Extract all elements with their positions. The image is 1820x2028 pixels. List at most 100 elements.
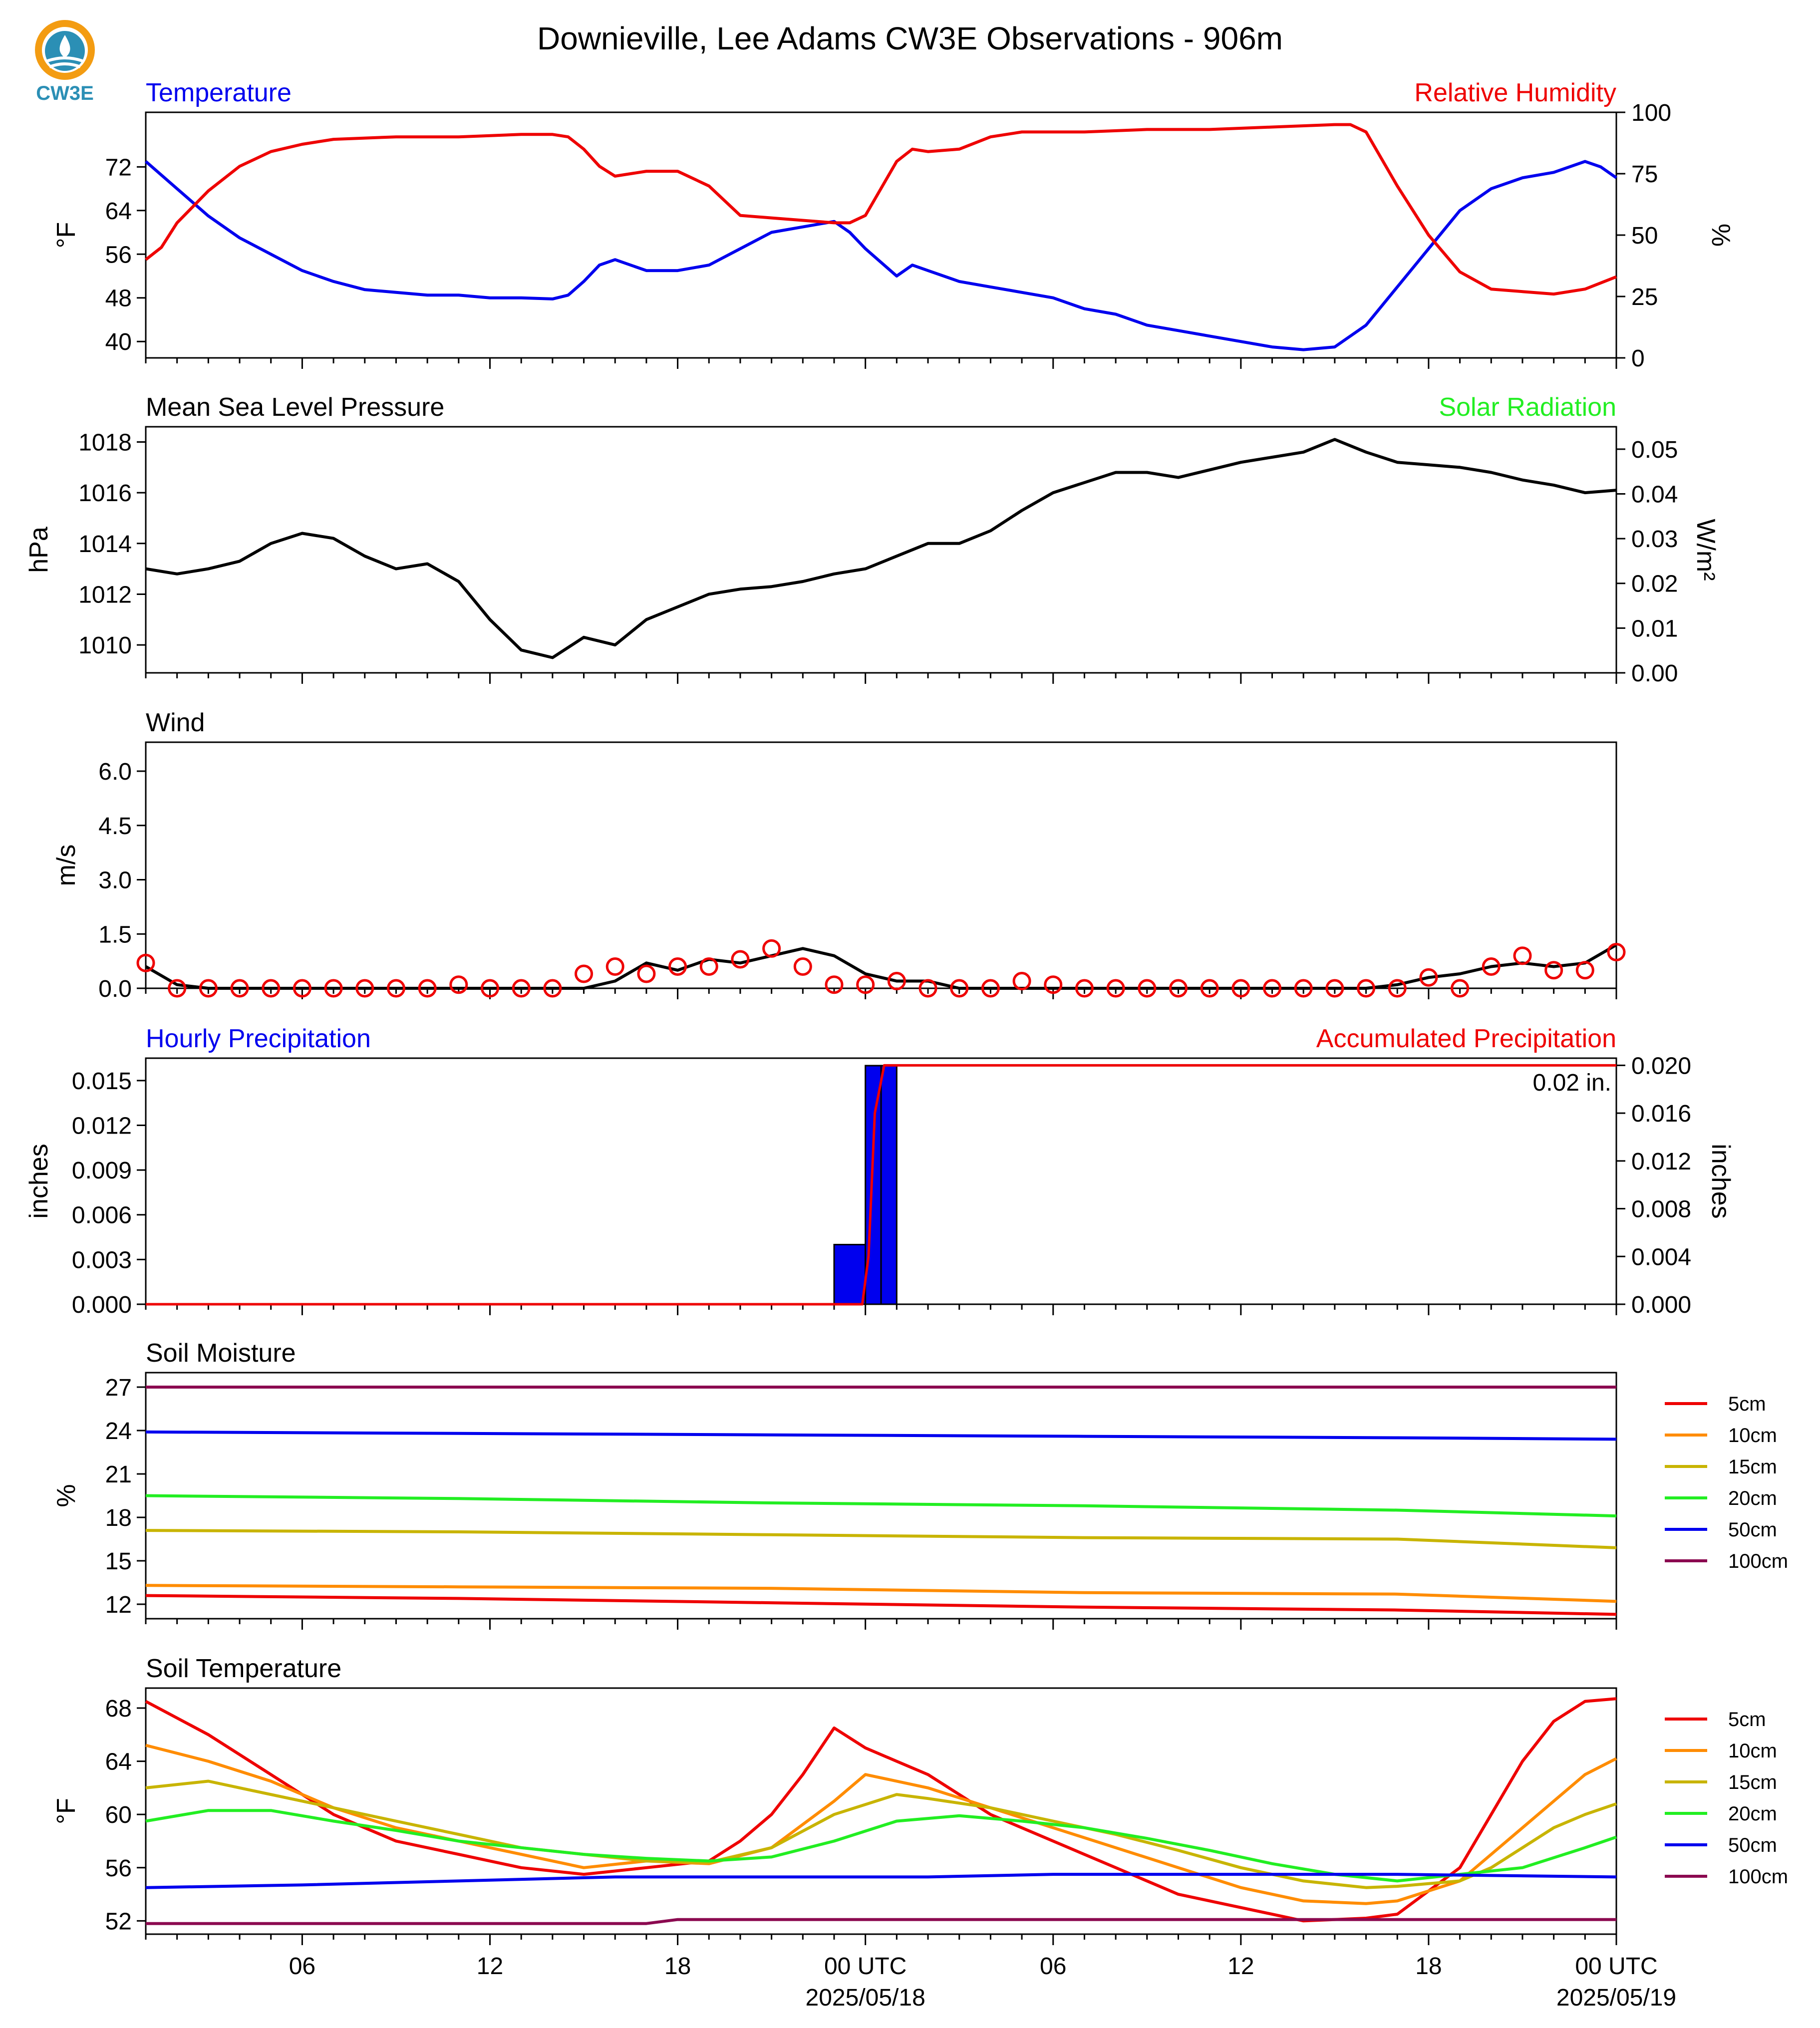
panel-5: Soil Moisture 12 15 18 21 24 27% 5cm 10cm 15cm 20c… xyxy=(52,1339,1788,1630)
legend-label: 50cm xyxy=(1728,1519,1777,1541)
legend-label: 50cm xyxy=(1728,1834,1777,1856)
panel-title-left: Hourly Precipitation xyxy=(146,1024,371,1053)
panel-2: Mean Sea Level Pressure Solar Radiation 10… xyxy=(24,393,1720,687)
y-tick-label-right: 100 xyxy=(1631,100,1671,126)
wind-marker xyxy=(637,964,656,983)
wind-marker xyxy=(262,979,281,998)
y-axis-label-left: °F xyxy=(52,1798,81,1824)
wind-marker xyxy=(1419,968,1438,987)
y-tick-label-right: 25 xyxy=(1631,284,1658,310)
series-line-15cm xyxy=(145,1779,1617,1889)
wind-marker xyxy=(199,979,218,998)
series-line-5cm xyxy=(145,1697,1617,1923)
y-tick-label-right: 0.03 xyxy=(1631,526,1678,553)
wind-marker xyxy=(293,979,311,998)
wind-marker xyxy=(856,975,875,994)
x-date-label: 2025/05/19 xyxy=(1556,1985,1676,2011)
wind-marker xyxy=(887,972,906,990)
y-tick-label-left: 1.5 xyxy=(98,921,132,948)
wind-marker xyxy=(386,979,405,998)
wind-marker xyxy=(699,957,718,976)
page-title: Downieville, Lee Adams CW3E Observations… xyxy=(537,20,1283,56)
panel-title-right: Solar Radiation xyxy=(1439,393,1616,422)
y-tick-label-right: 0.016 xyxy=(1631,1101,1691,1127)
wind-marker xyxy=(168,979,187,998)
y-tick-label-left: 1016 xyxy=(78,480,132,507)
panel-title-left: Soil Temperature xyxy=(146,1654,341,1683)
y-tick-label-left: 0.006 xyxy=(72,1202,132,1229)
cw3e-logo-mark: CW3E xyxy=(35,20,95,104)
x-tick-label: 18 xyxy=(664,1953,691,1980)
legend-label: 10cm xyxy=(1728,1425,1777,1447)
y-tick-label-left: 68 xyxy=(105,1696,132,1722)
wind-marker xyxy=(136,953,155,972)
x-tick-label: 18 xyxy=(1415,1953,1442,1980)
y-axis-label-left: % xyxy=(52,1484,81,1507)
y-tick-label-left: 40 xyxy=(105,329,132,355)
wind-marker xyxy=(731,950,750,969)
wind-marker xyxy=(1075,979,1094,998)
wind-marker xyxy=(1012,972,1031,990)
wind-marker xyxy=(575,964,594,983)
series-line-50cm xyxy=(145,1873,1617,1889)
wind-marker xyxy=(825,975,844,994)
y-tick-label-right: 0.008 xyxy=(1631,1196,1691,1223)
y-tick-label-left: 15 xyxy=(105,1548,132,1575)
series-line-accumulated-precipitation xyxy=(146,1064,1616,1306)
wind-marker xyxy=(1607,943,1626,961)
x-tick-label: 00 UTC xyxy=(1575,1953,1657,1980)
wind-marker xyxy=(1044,975,1063,994)
y-tick-label-left: 0.000 xyxy=(72,1292,132,1318)
panel-3: Wind 0.0 1.5 3.0 4.5 6.0 m/s xyxy=(52,708,1626,1002)
legend-label: 20cm xyxy=(1728,1803,1777,1825)
y-tick-label-right: 0.004 xyxy=(1631,1244,1691,1270)
y-tick-label-left: 0.003 xyxy=(72,1247,132,1273)
panel-4: Hourly Precipitation Accumulated Precipit… xyxy=(24,1024,1735,1318)
panel-title-right: Accumulated Precipitation xyxy=(1316,1024,1616,1053)
y-tick-label-left: 0.015 xyxy=(72,1068,132,1095)
cw3e-logo: CW3E xyxy=(27,15,102,105)
legend-label: 10cm xyxy=(1728,1740,1777,1762)
y-axis-label-left: m/s xyxy=(52,845,81,886)
y-tick-label-right: 0.000 xyxy=(1631,1292,1691,1318)
y-axis-label-left: inches xyxy=(24,1144,53,1218)
wind-marker xyxy=(793,957,812,976)
wind-marker xyxy=(950,979,969,998)
y-tick-label-right: 75 xyxy=(1631,161,1658,188)
x-tick-label: 12 xyxy=(1227,1953,1254,1980)
series-line-50cm xyxy=(145,1430,1617,1441)
y-tick-label-right: 0.01 xyxy=(1631,615,1678,642)
y-tick-label-right: 0.00 xyxy=(1631,660,1678,687)
wind-marker xyxy=(981,979,1000,998)
y-tick-label-left: 0.009 xyxy=(72,1158,132,1184)
y-tick-label-left: 48 xyxy=(105,286,132,312)
series-line-20cm xyxy=(145,1809,1617,1883)
y-tick-label-left: 3.0 xyxy=(98,868,132,894)
series-line-5cm xyxy=(145,1594,1617,1616)
wind-marker xyxy=(324,979,343,998)
series-line-100cm xyxy=(146,1918,1616,1925)
y-tick-label-left: 56 xyxy=(105,242,132,268)
plot-frame xyxy=(145,1372,1617,1620)
y-tick-label-left: 0.012 xyxy=(72,1113,132,1139)
accumulated-annotation: 0.02 in. xyxy=(1533,1070,1611,1096)
x-date-label: 2025/05/18 xyxy=(806,1985,925,2011)
y-tick-label-right: 50 xyxy=(1631,223,1658,249)
wind-marker xyxy=(543,979,562,998)
x-tick-label: 06 xyxy=(289,1953,315,1980)
y-tick-label-left: 52 xyxy=(105,1908,132,1935)
y-tick-label-left: 1012 xyxy=(78,581,132,608)
x-tick-label: 06 xyxy=(1040,1953,1066,1980)
panel-title-right: Relative Humidity xyxy=(1414,78,1616,107)
plot-frame xyxy=(145,426,1617,674)
y-tick-label-left: 64 xyxy=(105,1749,132,1775)
wind-marker xyxy=(762,939,781,958)
x-tick-label: 12 xyxy=(477,1953,503,1980)
plot-frame xyxy=(145,741,1617,989)
y-axis-label-left: °F xyxy=(52,222,81,249)
legend-label: 100cm xyxy=(1728,1866,1788,1888)
wind-marker xyxy=(1138,979,1157,998)
y-tick-label-left: 72 xyxy=(105,154,132,181)
wind-marker xyxy=(606,957,624,976)
legend-label: 5cm xyxy=(1728,1709,1766,1731)
